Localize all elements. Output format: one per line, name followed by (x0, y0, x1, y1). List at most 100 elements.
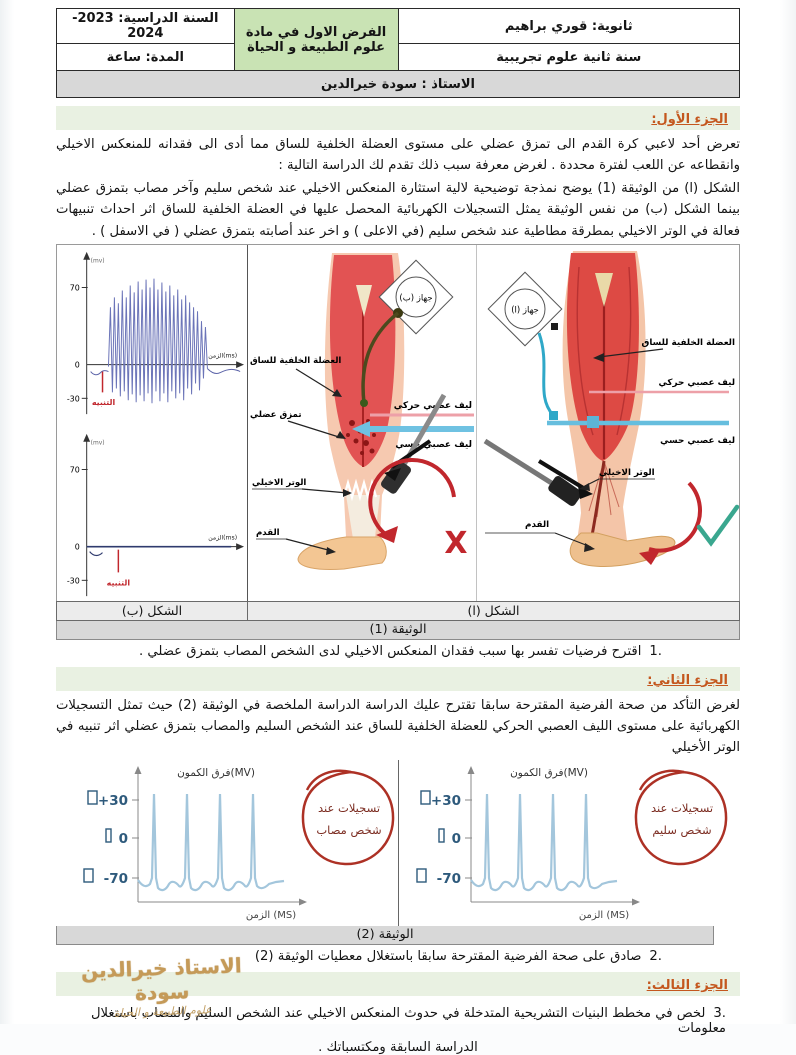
movement-arc (648, 481, 702, 553)
device-a: جهاز (ا) (487, 271, 563, 347)
y-tick-0: 0 (75, 360, 80, 369)
ap-chart-healthy: فرق الكمون(MV) +30 0 -70 الزمن (MS) تسجي… (415, 766, 727, 921)
question-3-text-line2: الدراسة السابقة ومكتسباتك . (318, 1040, 478, 1055)
ap-panel-healthy: فرق الكمون(MV) +30 0 -70 الزمن (MS) تسجي… (397, 760, 731, 926)
ap-chart-injured: فرق الكمون(MV) +30 0 -70 الزمن (MS) تسجي… (82, 766, 394, 921)
question-1-number: 1. (649, 643, 662, 659)
exam-duration: المدة: ساعة (56, 43, 235, 71)
document1-label: الوثيقة (1) (56, 620, 740, 640)
part1-heading: الجزء الأول: (651, 112, 728, 127)
hammer-shaft (483, 438, 563, 491)
emg-chart-injured: (mv) 70 0 -30 الزمن(ms) التنبيه (67, 433, 245, 596)
tick-zero: 0 (118, 831, 127, 847)
part2-heading-bar: الجزء الثاني: (56, 666, 740, 691)
stimulus-label: التنبيه (107, 578, 131, 587)
header-table: ثانوية: قوري براهيم الفرض الاول في مادة … (56, 8, 740, 98)
y-axis-note: (mv) (91, 439, 105, 446)
shape-b-recordings: (mv) 70 0 -30 الزمن(ms) التنبيه (mv) (57, 244, 248, 601)
question-2-number: 2. (649, 949, 662, 964)
document2-label: الوثيقة (2) (56, 926, 714, 945)
tick-plus30: +30 (430, 793, 460, 809)
exam-title-line2: علوم الطبيعة و الحياة (247, 39, 386, 55)
logo-teacher-name: الاستاذ خيرالدين سودة (80, 953, 243, 1005)
muscle-tear-dots (346, 418, 376, 455)
injured-leg-svg: جهاز (ب) ليف عصبي حركي ليف عصبي حسي العض… (250, 252, 474, 570)
device-wire (361, 311, 400, 403)
no-movement-arc (368, 457, 456, 535)
y-axis-note: (mv) (91, 257, 105, 264)
y-axis-title: فرق الكمون(MV) (510, 767, 588, 779)
circle-text-line1: تسجيلات عند (317, 801, 379, 815)
y-tick-0: 0 (75, 542, 80, 551)
question-1: 1. اقترح فرضيات تفسر بها سبب فقدان المنعك… (56, 644, 740, 659)
device-a-label: جهاز (ا) (511, 305, 539, 315)
circle-text-line2: شخص مصاب (316, 823, 381, 838)
part1-description: الشكل (ا) من الوثيقة (1) يوضح نمذجة توضي… (56, 181, 740, 239)
x-axis-label: الزمن(ms) (208, 534, 237, 541)
exam-title-cell: الفرض الاول في مادة علوم الطبيعة و الحيا… (233, 8, 399, 71)
school-name: ثانوية: قوري براهيم (397, 8, 740, 44)
motor-fiber-label: ليف عصبي حركي (394, 401, 472, 411)
question-3-number: 3. (713, 1006, 726, 1021)
y-tick-70: 70 (70, 465, 80, 474)
leg-diagram-healthy: جهاز (ا) العضلة الخلفية للساق ليف عصبي ح… (477, 245, 741, 601)
y-tick-70: 70 (70, 283, 80, 292)
caption-shape-a: الشكل (ا) (248, 600, 740, 621)
y-tick-minus30: -30 (67, 394, 80, 403)
teacher-stamp-logo: الاستاذ خيرالدين سودة علوم الطبيعة و الح… (61, 953, 263, 1022)
x-axis-label: الزمن(ms) (208, 352, 237, 359)
healthy-leg-svg: جهاز (ا) العضلة الخلفية للساق ليف عصبي ح… (483, 250, 740, 567)
motor-fiber-label: ليف عصبي حركي (659, 378, 736, 388)
y-tick-minus30: -30 (67, 576, 80, 585)
muscle-label: العضلة الخلفية للساق (250, 356, 341, 366)
foot-label: القدم (525, 520, 549, 530)
circle-text-line1: تسجيلات عند (650, 801, 712, 815)
device-wire (537, 332, 555, 416)
class-level: سنة ثانية علوم تجريبية (397, 43, 740, 71)
stimulus-label: التنبيه (92, 398, 116, 407)
tick-plus30: +30 (97, 793, 127, 809)
question-1-text: اقترح فرضيات تفسر بها سبب فقدان المنعكس … (139, 643, 642, 659)
muscle-label: العضلة الخلفية للساق (641, 338, 735, 348)
annotation-circle: تسجيلات عند شخص مصاب (301, 769, 394, 866)
hammer-head (548, 475, 582, 506)
tear-label: تمزق عضلي (250, 410, 302, 420)
part3-heading: الجزء الثالث: (646, 978, 728, 993)
y-axis-title: فرق الكمون(MV) (177, 767, 255, 779)
document2-figure: فرق الكمون(MV) +30 0 -70 الزمن (MS) تسجي… (56, 760, 740, 926)
emg-burst-trace (107, 278, 208, 403)
part1-heading-bar: الجزء الأول: (56, 106, 740, 130)
part1-intro: تعرض أحد لاعبي كرة القدم الى تمزق عضلي ع… (56, 137, 740, 174)
part2-heading: الجزء الثاني: (647, 672, 728, 688)
tendon-label: الوتر الاخيلي (599, 468, 655, 478)
foot-label: القدم (256, 528, 280, 538)
school-year: السنة الدراسية: 2023-2024 (56, 8, 235, 44)
circle-text-line2: شخص سليم (652, 823, 711, 838)
ap-panel-injured: فرق الكمون(MV) +30 0 -70 الزمن (MS) تسجي… (66, 760, 398, 926)
question-2-text: صادق على صحة الفرضية المقترحة سابقا باست… (254, 949, 642, 964)
document1-figure: (mv) 70 0 -30 الزمن(ms) التنبيه (mv) (56, 243, 741, 601)
question-2: 2. صادق على صحة الفرضية المقترحة سابقا با… (56, 949, 740, 964)
exam-content: ثانوية: قوري براهيم الفرض الاول في مادة … (56, 8, 740, 1055)
caption-shape-b: الشكل (ب) (56, 600, 248, 621)
tendon-label: الوتر الاخيلي (252, 478, 306, 488)
x-axis-title: الزمن (MS) (578, 910, 628, 921)
device-b: جهاز (ب) (378, 259, 454, 335)
part2-intro: لغرض التأكد من صحة الفرضية المقترحة سابق… (56, 697, 740, 755)
emg-chart-healthy: (mv) 70 0 -30 الزمن(ms) التنبيه (67, 251, 245, 414)
ap-trace (136, 793, 284, 892)
sensory-fiber-label: ليف عصبي حسي (395, 440, 472, 450)
sensory-fiber-label: ليف عصبي حسي (660, 436, 735, 446)
x-mark: X (444, 526, 467, 561)
figure1-captions: الشكل (ب) الشكل (ا) (56, 600, 740, 621)
exam-title-line1: الفرض الاول في مادة (245, 24, 387, 40)
x-axis-title: الزمن (MS) (245, 910, 295, 921)
device-b-label: جهاز (ب) (399, 293, 432, 303)
tick-minus70: -70 (436, 871, 460, 887)
teacher-name: الاستاذ : سودة خيرالدين (56, 70, 740, 98)
tick-zero: 0 (451, 831, 460, 847)
part3-heading-bar: الجزء الثالث: (56, 972, 740, 996)
check-mark (696, 504, 740, 547)
leg-diagram-injured: جهاز (ب) ليف عصبي حركي ليف عصبي حسي العض… (248, 244, 477, 601)
tick-minus70: -70 (103, 871, 127, 887)
